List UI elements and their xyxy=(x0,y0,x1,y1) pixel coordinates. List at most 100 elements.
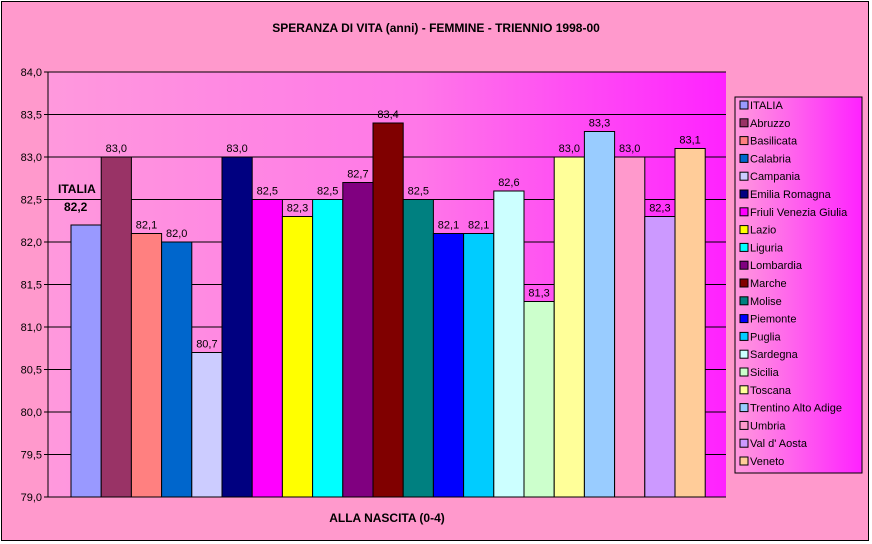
y-axis-ticks: 79,0 79,5 80,0 80,5 81,0 81,5 82,0 82,5 83,0 83,5… xyxy=(21,67,48,504)
bar-val-d-aosta xyxy=(644,216,676,498)
data-label: 82,3 xyxy=(287,203,308,215)
legend-entry: Marche xyxy=(750,278,787,290)
y-tick-label: 80,5 xyxy=(21,365,42,377)
legend-swatch xyxy=(739,118,749,128)
legend-entry: Piemonte xyxy=(750,314,796,326)
bar-basilicata xyxy=(130,233,163,498)
legend-swatch xyxy=(739,296,749,306)
legend-swatch xyxy=(739,456,749,466)
data-label: 83,0 xyxy=(559,143,580,155)
legend-entry: Sardegna xyxy=(750,349,799,361)
data-label: 83,0 xyxy=(106,143,127,155)
bar-italia xyxy=(70,224,102,498)
legend-swatch xyxy=(739,385,749,395)
data-labels: 83,0 82,1 82,0 80,7 83,0 82,5 82,3 82,5 82,7 83,4… xyxy=(106,109,701,351)
legend-swatch xyxy=(739,367,749,377)
bar-puglia xyxy=(463,233,495,498)
bar-campania xyxy=(191,352,223,498)
data-label: 81,3 xyxy=(528,288,549,300)
y-tick-label: 81,5 xyxy=(21,280,42,292)
chart-title: SPERANZA DI VITA (anni) - FEMMINE - TRIE… xyxy=(272,21,600,35)
data-label: 83,1 xyxy=(679,135,700,147)
bar-friuli-venezia-giulia xyxy=(251,199,283,498)
legend: ITALIA Abruzzo Basilicata Calabria Campania E… xyxy=(739,100,848,468)
legend-box xyxy=(734,96,863,474)
legend-entry: Basilicata xyxy=(750,136,798,148)
legend-swatch xyxy=(739,207,749,217)
y-tick-label: 83,5 xyxy=(21,110,42,122)
y-tick-label: 79,0 xyxy=(21,492,42,504)
bar-umbria xyxy=(614,156,646,498)
bar-piemonte xyxy=(432,233,465,498)
legend-swatch xyxy=(739,189,749,199)
legend-swatch xyxy=(739,171,749,181)
bar-lazio xyxy=(281,216,314,498)
y-tick-label: 84,0 xyxy=(21,67,42,79)
bar-emilia-romagna xyxy=(221,156,253,498)
x-axis-label: ALLA NASCITA (0-4) xyxy=(329,511,445,525)
legend-swatch xyxy=(739,349,749,359)
bar-abruzzo xyxy=(100,156,132,498)
data-label: 82,1 xyxy=(136,220,157,232)
bar-sicilia xyxy=(523,301,555,498)
bar-trentino-alto-adige xyxy=(583,131,616,498)
y-tick-label: 79,5 xyxy=(21,450,42,462)
legend-swatch xyxy=(739,136,749,146)
bar-marche xyxy=(372,122,404,498)
data-label: 82,3 xyxy=(649,203,670,215)
data-label: 82,1 xyxy=(438,220,459,232)
y-tick-label: 81,0 xyxy=(21,322,42,334)
data-label: 83,3 xyxy=(589,118,610,130)
legend-entry: Abruzzo xyxy=(750,118,790,130)
bar-liguria xyxy=(312,199,344,498)
bar-lombardia xyxy=(342,182,374,498)
legend-entry: Umbria xyxy=(750,420,786,432)
legend-swatch xyxy=(739,331,749,341)
y-tick-label: 80,0 xyxy=(21,407,42,419)
bar-veneto xyxy=(674,148,706,498)
data-label: 82,0 xyxy=(166,228,187,240)
legend-swatch xyxy=(739,278,749,288)
data-label: 80,7 xyxy=(196,339,217,351)
legend-entry: Puglia xyxy=(750,331,781,343)
legend-entry: Val d' Aosta xyxy=(750,438,808,450)
legend-entry: Calabria xyxy=(750,153,792,165)
legend-swatch xyxy=(739,420,749,430)
legend-swatch xyxy=(739,242,749,252)
data-label: 82,5 xyxy=(408,186,429,198)
data-label: 82,6 xyxy=(498,177,519,189)
legend-swatch xyxy=(739,314,749,324)
legend-entry: Campania xyxy=(750,171,801,183)
legend-entry: Emilia Romagna xyxy=(750,189,832,201)
legend-entry: Sicilia xyxy=(750,367,780,379)
data-label: 83,4 xyxy=(377,109,398,121)
legend-entry: Liguria xyxy=(750,242,784,254)
legend-swatch xyxy=(739,260,749,270)
bar-calabria xyxy=(161,241,193,498)
legend-swatch xyxy=(739,225,749,235)
italia-annotation-label: ITALIA xyxy=(58,182,96,196)
legend-entry: ITALIA xyxy=(750,100,783,112)
legend-entry: Toscana xyxy=(750,385,792,397)
legend-entry: Trentino Alto Adige xyxy=(750,403,842,415)
legend-swatch xyxy=(739,403,749,413)
data-label: 82,1 xyxy=(468,220,489,232)
legend-entry: Lombardia xyxy=(750,260,803,272)
legend-entry: Lazio xyxy=(750,225,776,237)
y-tick-label: 82,5 xyxy=(21,195,42,207)
legend-swatch xyxy=(739,438,749,448)
legend-swatch xyxy=(739,153,749,163)
y-tick-label: 83,0 xyxy=(21,152,42,164)
legend-entry: Friuli Venezia Giulia xyxy=(750,207,848,219)
bar-molise xyxy=(402,199,434,498)
data-label: 82,5 xyxy=(317,186,338,198)
legend-entry: Molise xyxy=(750,296,782,308)
data-label: 83,0 xyxy=(226,143,247,155)
data-label: 83,0 xyxy=(619,143,640,155)
bar-sardegna xyxy=(493,190,525,498)
bar-toscana xyxy=(553,156,585,498)
italia-annotation-value: 82,2 xyxy=(64,200,88,214)
y-tick-label: 82,0 xyxy=(21,237,42,249)
data-label: 82,5 xyxy=(257,186,278,198)
